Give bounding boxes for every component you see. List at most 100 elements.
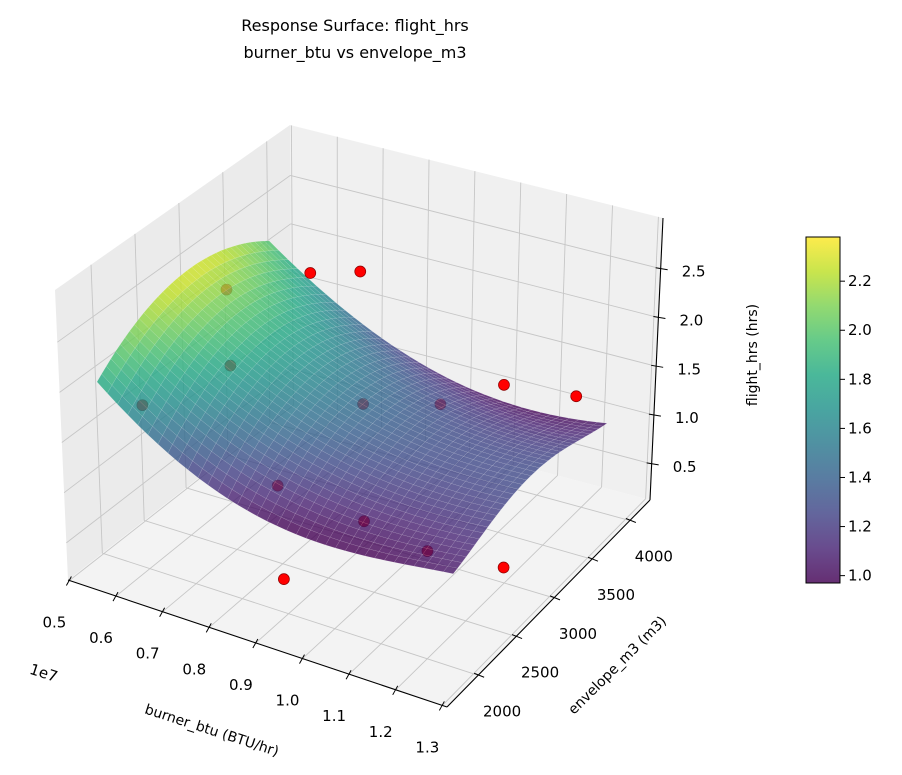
surface-patch	[254, 285, 270, 297]
surface-patch	[180, 395, 196, 412]
y-axis-line	[446, 499, 651, 708]
surface-patch	[225, 259, 241, 272]
colorbar-tick-label: 1.0	[848, 567, 872, 585]
surface-patch	[311, 294, 327, 303]
surface-patch	[172, 435, 188, 454]
surface-patch	[469, 530, 484, 540]
surface-patch	[234, 256, 251, 268]
data-point	[278, 573, 290, 585]
surface-patch	[249, 263, 265, 275]
y-tick-mark	[625, 518, 637, 523]
surface-patch	[316, 311, 332, 320]
surface-patch	[273, 250, 289, 261]
surface-patch	[307, 313, 323, 323]
surface-patch	[192, 296, 208, 310]
surface-patch	[455, 548, 471, 558]
chart-title-line-2: burner_btu vs envelope_m3	[244, 43, 467, 63]
z-tick-label: 0.5	[673, 458, 697, 476]
x-axis-line	[67, 579, 448, 708]
x-tick-label: 0.8	[182, 660, 206, 678]
left-gridline-y	[90, 264, 103, 554]
surface-patch	[244, 277, 261, 289]
surface-patch	[201, 272, 217, 286]
floor-gridline-y	[102, 552, 479, 676]
z-tick-mark	[648, 413, 661, 417]
surface-patch	[230, 245, 246, 257]
colorbar-tick-label: 2.0	[848, 321, 872, 339]
surface-patch	[330, 317, 346, 327]
x-tick-mark	[299, 654, 305, 664]
surface-patch	[584, 427, 600, 432]
surface-patch	[168, 320, 184, 336]
surface-patch	[246, 350, 262, 364]
floor-gridline-y	[144, 520, 517, 638]
back-gridline-x	[601, 205, 613, 488]
x-tick-mark	[345, 669, 352, 680]
x-tick-label: 1.3	[415, 738, 439, 756]
surface-patch	[268, 260, 284, 271]
x-tick-mark	[438, 701, 445, 711]
surface-patch	[311, 302, 327, 312]
z-tick-mark	[646, 462, 659, 466]
surface-patch	[137, 416, 153, 436]
surface-patch	[235, 281, 251, 294]
surface-patch	[278, 259, 294, 270]
surface-patch	[254, 298, 270, 310]
y-tick-label: 2000	[483, 702, 521, 720]
surface-patch	[167, 443, 183, 463]
surface-patch	[287, 277, 304, 288]
surface-patch	[148, 301, 164, 318]
y-tick-mark	[473, 672, 485, 678]
colorbar-tick-label: 1.2	[848, 518, 872, 536]
left-gridline-z	[57, 175, 291, 343]
surface-patch	[167, 282, 183, 297]
x-tick-mark	[252, 638, 259, 649]
surface-patch	[207, 318, 223, 332]
z-tick-label: 2.0	[679, 312, 703, 330]
tick-labels: 0.5 0.6 0.7 0.8 0.9 1.0 1.1 1.2 1.3 2000 2500 3000 3…	[42, 263, 705, 757]
surface-patch	[259, 250, 275, 262]
surface-and-points	[96, 240, 608, 585]
data-point	[497, 561, 510, 574]
z-tick-mark	[655, 267, 668, 271]
surface-patch	[182, 443, 198, 462]
surface-patch	[274, 314, 290, 326]
back-gridline-x	[645, 216, 659, 499]
z-tick-mark	[653, 316, 666, 320]
surface-patch	[344, 324, 361, 333]
surface-patch	[175, 402, 192, 420]
surface-patch	[222, 339, 238, 354]
surface-patch	[132, 398, 148, 417]
floor-gridline-x	[442, 498, 646, 706]
surface-patch	[129, 324, 145, 342]
surface-patch	[278, 300, 294, 311]
surface-patch	[135, 365, 151, 384]
surface-patch	[261, 370, 277, 384]
surface-patch	[189, 380, 205, 397]
surface-patch	[525, 465, 540, 472]
y-tick-mark	[549, 595, 561, 601]
z-tick-mark	[651, 364, 664, 368]
surface-patch	[473, 524, 489, 534]
surface-patch	[205, 404, 221, 421]
surface-patch	[339, 309, 356, 319]
x-tick-mark	[392, 685, 399, 696]
colorbar-tick-label: 1.6	[848, 419, 872, 437]
surface-patch	[211, 313, 228, 328]
surface-patch	[302, 285, 318, 295]
surface-patch	[331, 326, 347, 336]
data-point	[354, 265, 367, 278]
surface-patch	[546, 449, 562, 455]
surface-patch	[270, 345, 286, 358]
x-tick-mark	[205, 623, 212, 633]
surface-patch	[477, 518, 493, 528]
surface-patch	[96, 373, 113, 394]
surface-patch	[268, 270, 284, 281]
x-tick-mark	[112, 591, 119, 602]
surface-patch	[490, 501, 506, 511]
surface-patch	[201, 257, 217, 271]
x-tick-mark	[159, 607, 166, 617]
surface-patch	[443, 566, 458, 575]
surface-patch	[288, 332, 304, 343]
surface-patch	[238, 399, 254, 414]
